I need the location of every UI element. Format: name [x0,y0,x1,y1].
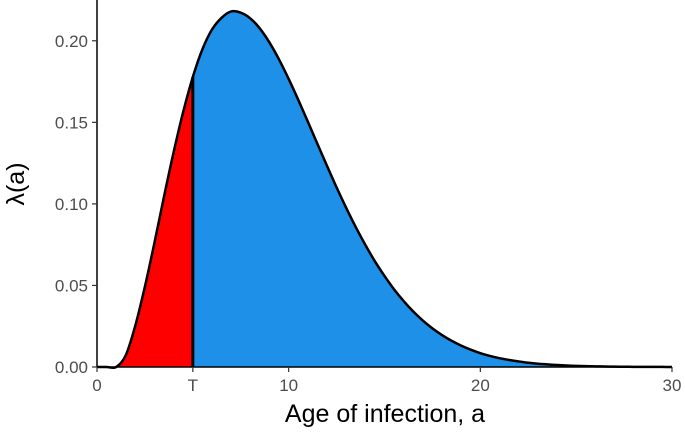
y-tick-label: 0.10 [55,195,88,214]
area-after-T [192,11,672,367]
y-tick-label: 0.20 [55,32,88,51]
x-tick-label: 10 [279,376,298,395]
y-tick-label: 0.15 [55,113,88,132]
y-tick-label: 0.00 [55,358,88,377]
x-tick-label: T [188,376,198,395]
y-axis-title: λ(a) [2,162,30,205]
plot-area [97,9,673,370]
x-tick-label: 0 [92,376,101,395]
x-axis-title: Age of infection, a [285,400,485,428]
area-before-T [97,76,193,368]
x-axis: 0 T 10 20 30 [92,366,682,395]
x-tick-label: 30 [663,376,682,395]
x-tick-label: 20 [471,376,490,395]
y-axis: 0.00 0.05 0.10 0.15 0.20 [55,0,98,377]
y-tick-label: 0.05 [55,276,88,295]
